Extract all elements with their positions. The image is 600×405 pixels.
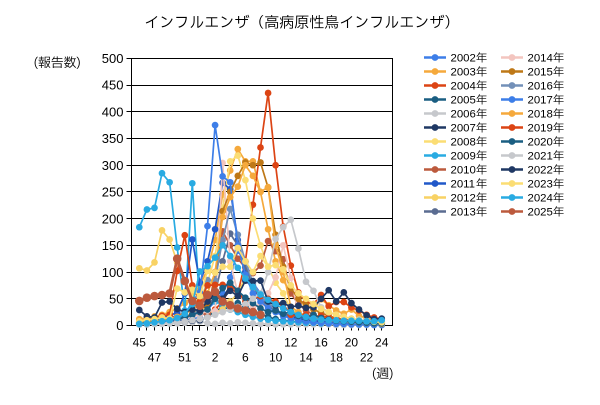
svg-text:6: 6 [242, 350, 249, 364]
svg-text:350: 350 [102, 131, 124, 146]
svg-text:2005: 2005 [451, 95, 476, 107]
svg-text:47: 47 [148, 350, 162, 364]
svg-text:12: 12 [284, 336, 298, 350]
svg-text:200: 200 [102, 211, 124, 226]
svg-text:150: 150 [102, 238, 124, 253]
svg-text:53: 53 [193, 336, 207, 350]
svg-text:2021: 2021 [528, 151, 553, 163]
svg-text:2017: 2017 [528, 95, 553, 107]
svg-text:0: 0 [116, 318, 123, 333]
svg-text:16: 16 [314, 336, 328, 350]
svg-text:2018: 2018 [528, 109, 553, 121]
svg-text:2015: 2015 [528, 67, 553, 79]
svg-text:2007: 2007 [451, 123, 476, 135]
svg-text:100: 100 [102, 265, 124, 280]
svg-text:14: 14 [299, 350, 313, 364]
svg-text:2009: 2009 [451, 151, 476, 163]
svg-text:2019: 2019 [528, 123, 553, 135]
svg-text:2008: 2008 [451, 137, 476, 149]
svg-text:450: 450 [102, 78, 124, 93]
svg-text:2: 2 [212, 350, 219, 364]
svg-text:400: 400 [102, 104, 124, 119]
svg-text:2004: 2004 [451, 81, 476, 93]
svg-text:45: 45 [133, 336, 147, 350]
svg-text:2012: 2012 [451, 193, 476, 205]
svg-text:2013: 2013 [451, 207, 476, 219]
svg-text:2006: 2006 [451, 109, 476, 121]
svg-text:22: 22 [360, 350, 374, 364]
svg-text:20: 20 [345, 336, 359, 350]
svg-text:2002: 2002 [451, 53, 476, 65]
svg-text:500: 500 [102, 51, 124, 66]
svg-text:18: 18 [330, 350, 344, 364]
svg-text:2022: 2022 [528, 165, 553, 177]
svg-text:2020: 2020 [528, 137, 553, 149]
svg-text:50: 50 [109, 291, 123, 306]
svg-text:49: 49 [163, 336, 177, 350]
svg-text:4: 4 [227, 336, 234, 350]
svg-text:250: 250 [102, 185, 124, 200]
svg-text:2011: 2011 [451, 179, 476, 191]
svg-text:8: 8 [257, 336, 264, 350]
svg-text:2024: 2024 [528, 193, 553, 205]
svg-text:2010: 2010 [451, 165, 476, 177]
svg-text:2016: 2016 [528, 81, 553, 93]
svg-text:300: 300 [102, 158, 124, 173]
svg-text:2025: 2025 [528, 207, 553, 219]
svg-text:2014: 2014 [528, 53, 553, 65]
svg-text:2003: 2003 [451, 67, 476, 79]
svg-text:10: 10 [269, 350, 283, 364]
svg-text:2023: 2023 [528, 179, 553, 191]
svg-text:51: 51 [178, 350, 192, 364]
svg-text:24: 24 [375, 336, 389, 350]
